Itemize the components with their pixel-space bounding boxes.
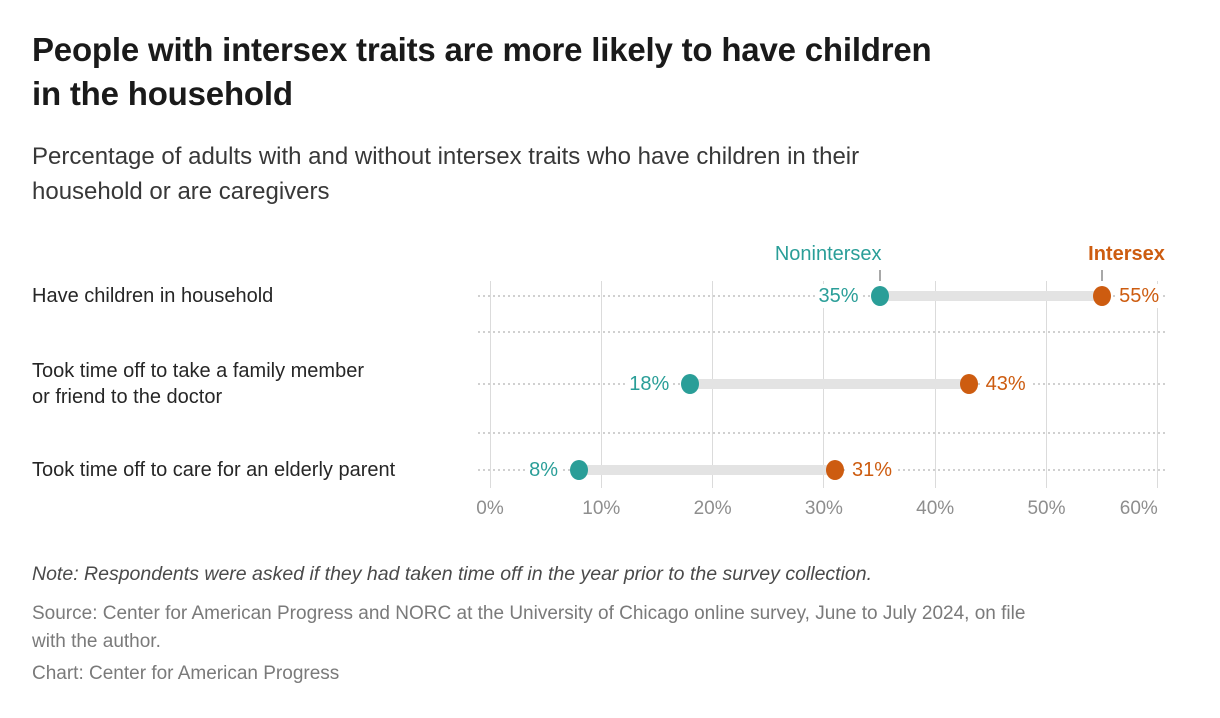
dumbbell-chart: 0% 10% 20% 30% 40% 50% 60% Have children in hou… [0, 240, 1220, 545]
source-text-line-1: Source: Center for American Progress and… [32, 603, 1026, 624]
x-axis-tick-label: 50% [1027, 498, 1066, 519]
category-label: Took time off to take a family member or … [32, 358, 364, 410]
chart-subtitle-line-2: household or are caregivers [32, 178, 330, 205]
x-axis-tick-label: 20% [693, 498, 732, 519]
source-text: Source: Center for American Progress and… [32, 600, 1025, 656]
x-axis-tick-label: 0% [476, 498, 504, 519]
chart-title-line-2: in the household [32, 75, 293, 112]
x-axis-tick-label: 60% [1119, 498, 1158, 519]
v-gridline [1046, 281, 1047, 488]
x-axis-tick-label: 10% [582, 498, 621, 519]
nonintersex-value-label: 35% [814, 284, 863, 308]
category-label-line: Took time off to care for an elderly par… [32, 459, 396, 481]
category-label: Have children in household [32, 283, 273, 309]
connector-bar [690, 379, 969, 389]
row-gridline [478, 331, 1166, 333]
nonintersex-dot [870, 286, 889, 306]
row-gridline [478, 432, 1166, 434]
category-label-line: or friend to the doctor [32, 386, 223, 408]
intersex-dot [1093, 286, 1112, 306]
nonintersex-dot [681, 374, 700, 394]
note-text: Note: Respondents were asked if they had… [32, 563, 873, 585]
connector-bar [879, 291, 1103, 301]
intersex-dot [826, 460, 845, 480]
credit-text: Chart: Center for American Progress [32, 663, 340, 684]
intersex-value-label: 43% [981, 372, 1030, 396]
chart-title-line-1: People with intersex traits are more lik… [32, 31, 932, 68]
legend-label-intersex: Intersex [1088, 243, 1165, 265]
legend-tick [878, 270, 881, 281]
chart-title: People with intersex traits are more lik… [32, 28, 1197, 116]
intersex-value-label: 55% [1115, 284, 1164, 308]
category-label-line: Took time off to take a family member [32, 360, 364, 382]
intersex-value-label: 31% [848, 458, 897, 482]
category-label: Took time off to care for an elderly par… [32, 457, 395, 483]
category-label-line: Have children in household [32, 285, 274, 307]
nonintersex-value-label: 8% [525, 458, 563, 482]
v-gridline [489, 281, 491, 488]
x-axis-tick-label: 40% [916, 498, 955, 519]
legend-tick [1101, 270, 1104, 281]
x-axis-tick-label: 30% [804, 498, 843, 519]
source-text-line-2: with the author. [32, 631, 161, 652]
chart-subtitle-line-1: Percentage of adults with and without in… [32, 143, 860, 170]
legend-label-nonintersex: Nonintersex [774, 243, 882, 265]
intersex-dot [959, 374, 978, 394]
nonintersex-dot [570, 460, 589, 480]
v-gridline [1157, 281, 1159, 488]
connector-bar [579, 465, 836, 475]
chart-subtitle: Percentage of adults with and without in… [32, 139, 1192, 209]
v-gridline [600, 281, 602, 488]
nonintersex-value-label: 18% [625, 372, 674, 396]
